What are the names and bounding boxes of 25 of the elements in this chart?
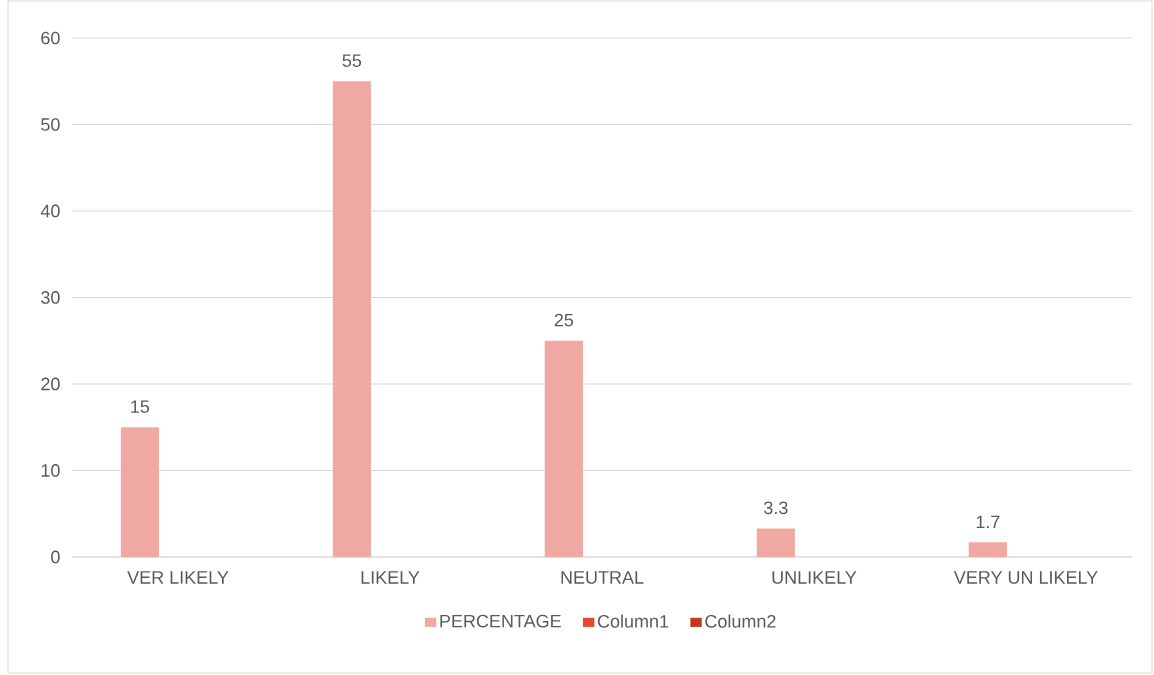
data-label: 25 [554, 313, 574, 327]
data-label: 3.3 [764, 501, 788, 515]
legend-label: PERCENTAGE [440, 614, 561, 628]
data-label: 1.7 [976, 515, 1000, 529]
y-tick-label: 0 [51, 550, 60, 564]
y-tick-label: 40 [40, 204, 60, 218]
bar [968, 542, 1007, 557]
x-tick-label: LIKELY [361, 571, 420, 584]
x-tick-label: UNLIKELY [772, 571, 857, 584]
x-tick-label: VER LIKELY [127, 571, 229, 584]
data-label: 15 [131, 400, 150, 413]
legend-label: Column2 [705, 614, 776, 628]
bar [120, 427, 159, 557]
y-tick-label: 60 [41, 31, 60, 45]
x-tick-label: VERY UN LIKELY [953, 571, 1098, 584]
y-tick-label: 20 [41, 377, 60, 391]
y-tick-label: 30 [41, 291, 60, 304]
y-tick-label: 10 [41, 464, 60, 477]
x-tick-label: NEUTRAL [561, 571, 644, 584]
bar [544, 340, 583, 557]
bar [332, 81, 371, 557]
bar [756, 528, 795, 557]
legend-label: Column1 [597, 614, 669, 628]
y-tick-label: 50 [41, 118, 60, 131]
data-label: 55 [342, 54, 362, 67]
